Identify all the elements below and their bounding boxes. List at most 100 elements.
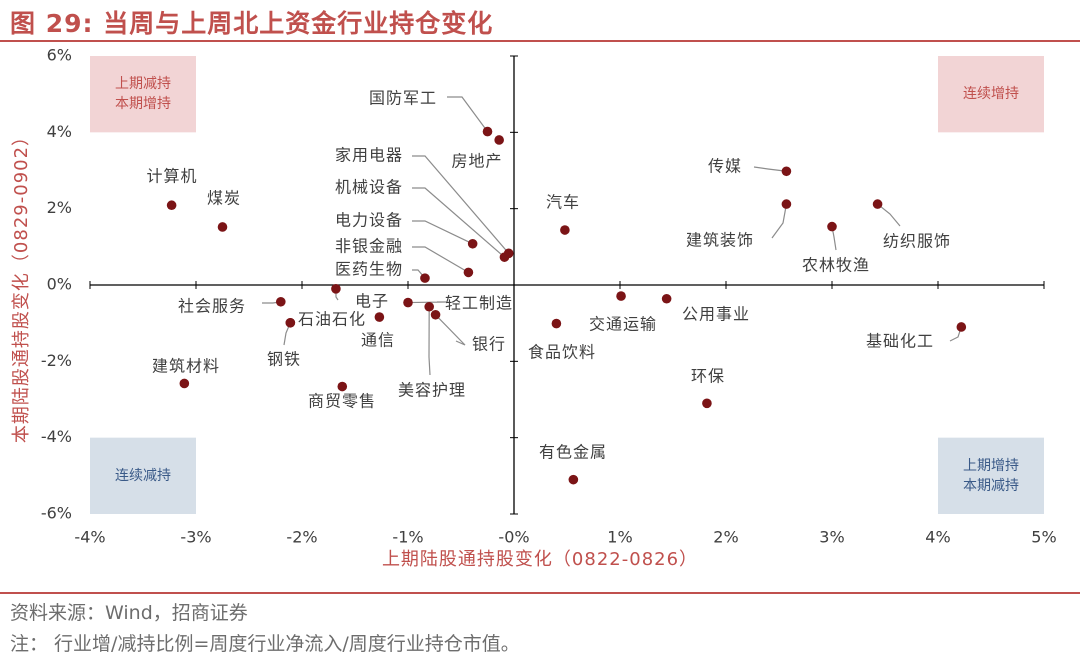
data-point	[956, 322, 967, 332]
data-point	[482, 126, 493, 137]
data-point	[616, 291, 626, 301]
data-point	[285, 317, 296, 328]
y-tick-label: 0%	[47, 275, 72, 294]
x-tick-label: 3%	[819, 528, 844, 547]
point-label: 建筑材料	[152, 357, 220, 376]
point-label: 电子	[355, 292, 389, 311]
data-point	[374, 312, 385, 322]
data-point	[494, 135, 504, 145]
quadrant-box	[938, 437, 1044, 514]
quadrant-label: 本期减持	[963, 478, 1019, 494]
quadrant-label: 上期增持	[963, 458, 1019, 474]
point-label: 环保	[691, 367, 725, 386]
leader-line	[447, 96, 488, 132]
point-label: 商贸零售	[308, 392, 376, 411]
point-label: 通信	[361, 331, 395, 350]
leader-line	[412, 246, 469, 273]
quadrant-label: 上期减持	[115, 76, 171, 92]
point-label: 银行	[472, 335, 506, 354]
point-label: 钢铁	[267, 350, 301, 369]
point-label: 公用事业	[682, 305, 750, 324]
data-point	[661, 293, 672, 304]
source-note: 资料来源：Wind，招商证券	[10, 602, 248, 624]
quadrant-label: 连续减持	[115, 467, 171, 484]
quadrant-label: 本期增持	[115, 96, 171, 112]
x-tick-label: 4%	[925, 528, 950, 547]
x-tick-label: -4%	[74, 528, 105, 547]
quadrant-box	[90, 56, 196, 133]
quadrant-label: 连续增持	[963, 85, 1019, 102]
data-point	[430, 309, 441, 320]
y-tick-label: -6%	[41, 504, 72, 523]
data-point	[166, 200, 177, 211]
leader-line	[407, 301, 447, 304]
point-label: 建筑装饰	[686, 231, 754, 250]
data-point	[179, 378, 190, 389]
point-label: 机械设备	[335, 178, 403, 197]
leader-line	[435, 314, 466, 346]
x-tick-label: -2%	[286, 528, 317, 547]
point-label: 美容护理	[398, 381, 466, 400]
x-axis-title: 上期陆股通持股变化（0822-0826）	[382, 549, 698, 570]
x-tick-label: -1%	[392, 528, 423, 547]
chart-title: 图 29: 当周与上周北上资金行业持仓变化	[10, 9, 494, 38]
point-label: 石油石化	[298, 310, 366, 329]
y-axis-title: 本期陆股通持股变化（0829-0902）	[11, 127, 32, 443]
data-point	[337, 381, 348, 392]
data-point	[872, 199, 883, 209]
formula-note: 注： 行业增/减持比例=周度行业净流入/周度行业持仓市值。	[10, 633, 520, 655]
point-label: 农林牧渔	[802, 256, 870, 275]
leader-line	[428, 306, 431, 376]
footer-divider	[0, 592, 1080, 594]
data-point	[463, 267, 474, 278]
point-label: 房地产	[451, 152, 502, 171]
data-point	[217, 222, 228, 232]
y-tick-label: 6%	[47, 46, 72, 65]
data-point	[420, 273, 430, 283]
data-point	[551, 318, 562, 329]
y-tick-label: 4%	[47, 122, 72, 141]
data-point	[702, 398, 712, 409]
quadrant-box	[90, 437, 196, 514]
point-label: 食品饮料	[528, 343, 596, 362]
data-point	[276, 296, 286, 307]
leader-line	[412, 187, 505, 258]
data-point	[560, 225, 570, 235]
point-label: 非银金融	[335, 237, 403, 256]
point-label: 有色金属	[539, 443, 607, 462]
x-tick-label: -3%	[180, 528, 211, 547]
point-label: 交通运输	[589, 315, 657, 334]
data-point	[499, 252, 510, 262]
quadrant-box	[938, 56, 1044, 133]
data-point	[827, 221, 837, 232]
leader-line	[412, 220, 473, 245]
data-point	[467, 238, 478, 249]
point-label: 汽车	[546, 193, 580, 212]
point-label: 纺织服饰	[883, 232, 951, 251]
point-label: 煤炭	[207, 189, 241, 208]
y-tick-label: 2%	[47, 198, 72, 217]
data-point	[331, 284, 341, 294]
y-tick-label: -4%	[41, 427, 72, 446]
leader-line	[771, 203, 788, 239]
title-divider	[0, 40, 1080, 42]
x-tick-label: 1%	[607, 528, 632, 547]
leader-line	[412, 155, 510, 254]
data-point	[424, 301, 435, 312]
point-label: 传媒	[708, 157, 742, 176]
data-point	[403, 297, 413, 308]
point-label: 社会服务	[178, 297, 246, 316]
x-tick-label: -0%	[498, 528, 529, 547]
point-label: 家用电器	[335, 146, 403, 165]
point-label: 电力设备	[335, 211, 403, 230]
y-tick-label: -2%	[41, 351, 72, 370]
data-point	[568, 474, 579, 485]
data-point	[781, 199, 792, 209]
x-tick-label: 2%	[713, 528, 738, 547]
point-label: 基础化工	[866, 332, 934, 351]
x-tick-label: 5%	[1031, 528, 1056, 547]
leader-line	[753, 166, 787, 172]
point-label: 计算机	[146, 167, 197, 186]
point-label: 轻工制造	[445, 294, 513, 313]
